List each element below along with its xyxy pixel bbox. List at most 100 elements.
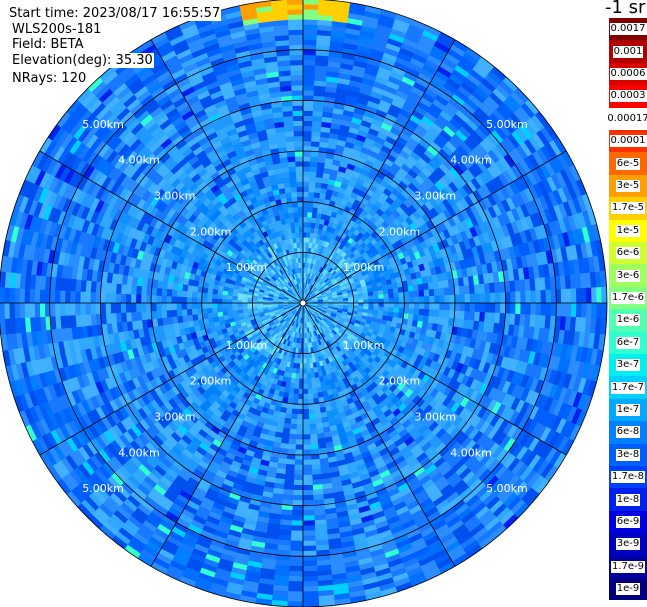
ppi-cell xyxy=(292,393,299,400)
ppi-cell xyxy=(288,433,297,440)
ppi-cell xyxy=(449,302,456,312)
ppi-cell xyxy=(289,555,304,562)
ppi-cell xyxy=(449,294,456,304)
ppi-cell xyxy=(580,287,588,304)
ppi-cell xyxy=(433,309,440,318)
ppi-cell xyxy=(296,424,304,430)
ppi-cell xyxy=(479,302,486,313)
ppi-cell xyxy=(289,545,304,552)
ppi-cell xyxy=(298,368,304,375)
ppi-cell xyxy=(302,434,311,441)
ppi-cell xyxy=(302,100,314,106)
ppi-cell xyxy=(459,302,466,312)
ppi-cell xyxy=(570,302,577,318)
ppi-cell xyxy=(307,206,314,213)
ppi-cell xyxy=(302,44,317,51)
ppi-cell xyxy=(418,308,425,317)
ppi-cell xyxy=(302,186,310,192)
ppi-cell xyxy=(302,540,317,547)
ppi-cell xyxy=(378,302,385,308)
ppi-cell xyxy=(494,302,501,314)
ppi-cell xyxy=(297,403,304,410)
ppi-cell xyxy=(393,297,400,304)
ppi-cell xyxy=(479,293,486,304)
ppi-cell xyxy=(353,299,360,304)
ppi-cell xyxy=(373,298,380,304)
ppi-cell xyxy=(368,302,375,308)
ppi-cell xyxy=(287,438,297,445)
ppi-cell xyxy=(408,302,415,310)
ppi-cell xyxy=(306,378,312,385)
ppi-cell xyxy=(302,383,308,390)
ppi-cell xyxy=(418,289,425,298)
ppi-cell xyxy=(309,438,319,445)
ppi-cell xyxy=(530,290,537,304)
ppi-cell xyxy=(302,363,307,370)
ppi-cell xyxy=(423,309,430,317)
ppi-cell xyxy=(290,525,304,532)
ppi-cell xyxy=(306,383,313,390)
ppi-cell xyxy=(302,459,312,466)
ppi-cell xyxy=(302,170,311,177)
ppi-cell xyxy=(295,429,304,436)
ppi-cell xyxy=(302,510,315,517)
ppi-cell xyxy=(297,398,304,405)
ppi-cell xyxy=(290,535,304,542)
ppi-cell xyxy=(393,292,400,299)
ppi-cell xyxy=(586,287,593,304)
ppi-cell xyxy=(520,291,527,304)
ppi-cell xyxy=(545,302,552,317)
ppi-cell xyxy=(288,428,297,435)
ppi-cell xyxy=(302,54,317,61)
ppi-cell xyxy=(469,293,476,304)
ppi-cell xyxy=(302,489,314,496)
ppi-cell xyxy=(309,161,319,168)
ppi-cell xyxy=(413,290,420,298)
ppi-cell xyxy=(292,489,304,496)
ppi-cell xyxy=(408,291,415,298)
ppi-cell xyxy=(295,439,304,446)
ppi-cell xyxy=(388,297,395,304)
ppi-cell xyxy=(510,302,517,315)
ppi-cell xyxy=(302,206,309,213)
ppi-cell xyxy=(302,408,310,415)
ppi-cell xyxy=(586,302,593,319)
ppi-cell xyxy=(505,302,512,315)
ppi-cell xyxy=(302,388,309,395)
ppi-cell xyxy=(289,540,304,547)
ppi-cell xyxy=(302,155,312,162)
ppi-cell xyxy=(302,469,313,476)
ppi-cell xyxy=(302,424,310,430)
ppi-cell xyxy=(302,505,315,512)
ppi-cell xyxy=(302,39,318,46)
ppi-cell xyxy=(591,287,598,304)
ppi-cell xyxy=(302,94,315,101)
ppi-cell xyxy=(297,388,304,395)
ppi-cell xyxy=(373,302,380,308)
ppi-cell xyxy=(302,8,319,15)
ppi-cell xyxy=(565,288,572,304)
ppi-cell xyxy=(302,545,317,552)
ppi-cell xyxy=(302,84,315,91)
ppi-cell xyxy=(302,419,310,425)
ppi-cell xyxy=(287,580,304,588)
ppi-cell xyxy=(294,459,304,466)
ppi-cell xyxy=(308,186,316,193)
ppi-cell xyxy=(428,288,435,297)
ppi-cell xyxy=(429,295,436,304)
ppi-cell xyxy=(302,439,311,446)
ppi-cell xyxy=(308,408,315,415)
ppi-cell xyxy=(302,130,313,137)
ppi-cell xyxy=(288,560,304,567)
ppi-cell xyxy=(302,479,313,486)
ppi-cell xyxy=(434,302,441,311)
ppi-cell xyxy=(368,298,375,304)
ppi-cell xyxy=(550,302,557,317)
ppi-cell xyxy=(525,290,532,304)
ppi-cell xyxy=(464,293,471,304)
ppi-cell xyxy=(309,166,318,173)
ppi-cell xyxy=(494,292,501,304)
ppi-cell xyxy=(302,414,310,420)
ppi-cell xyxy=(291,408,298,415)
